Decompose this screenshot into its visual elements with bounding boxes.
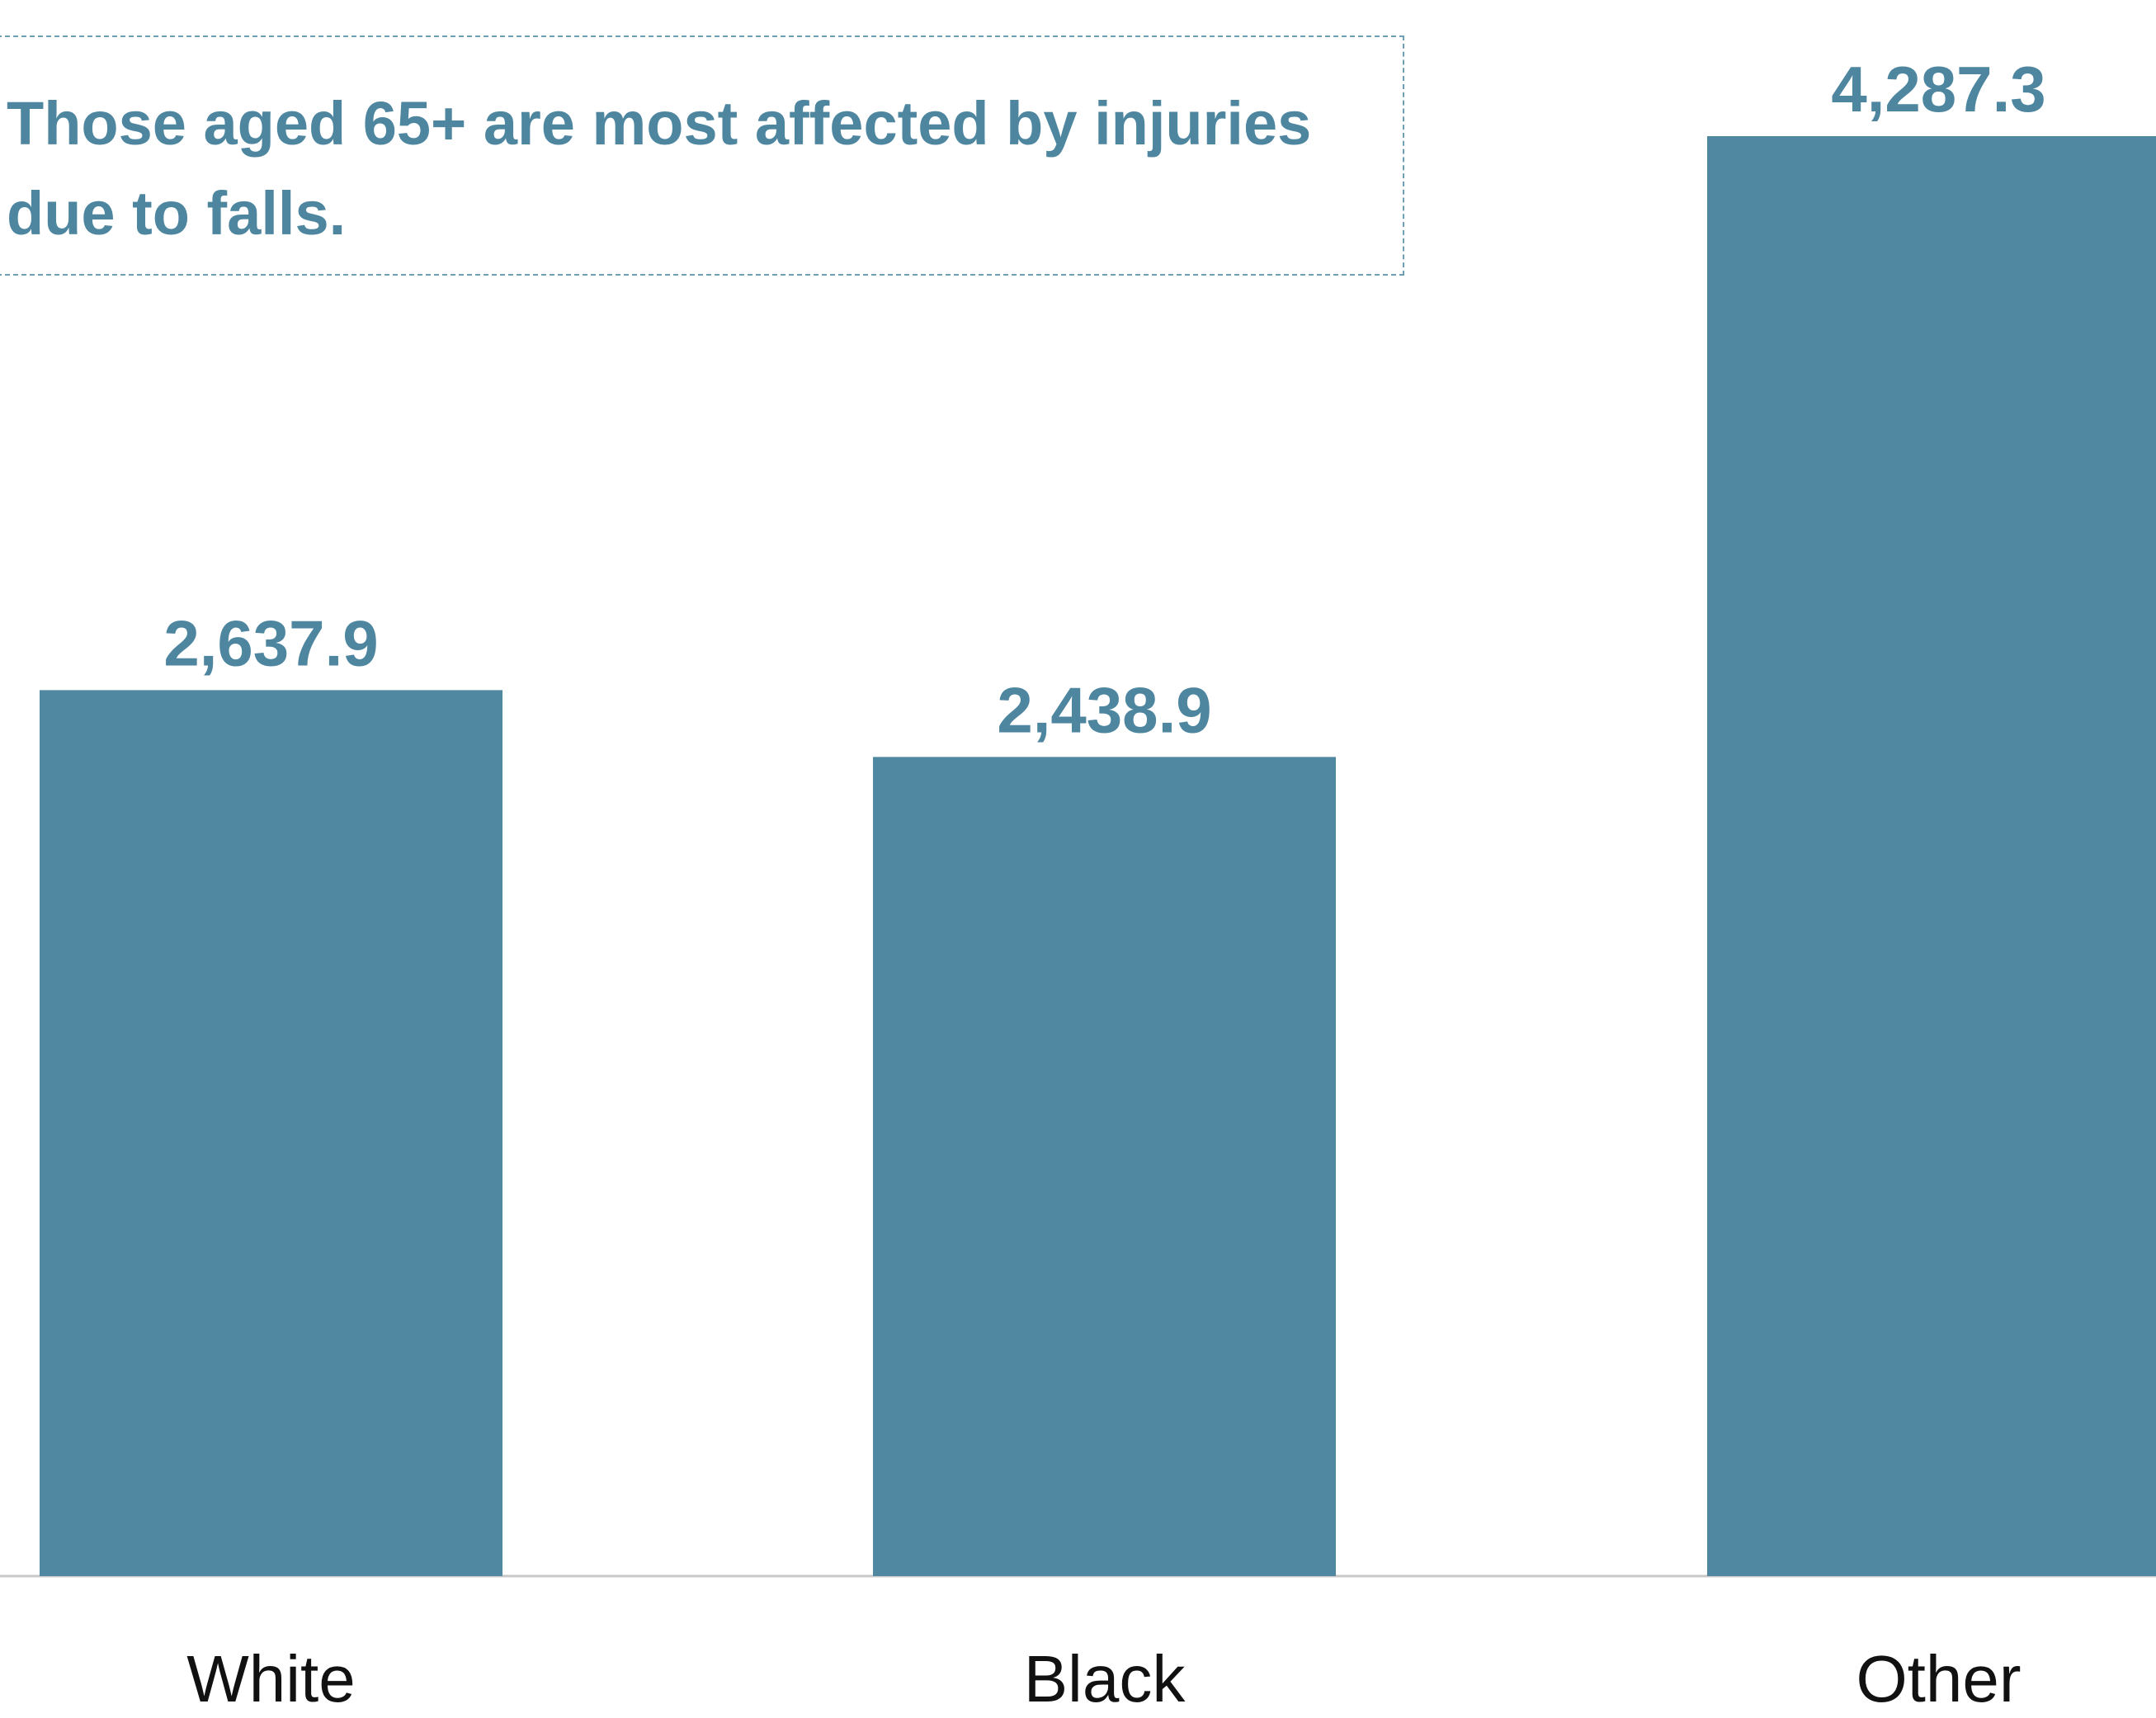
value-label-white: 2,637.9	[163, 606, 378, 679]
category-labels-layer: White Black Other	[186, 1642, 2021, 1716]
annotation-line-2: due to falls.	[7, 179, 347, 248]
annotation-line-1: Those aged 65+ are most affected by inju…	[7, 89, 1312, 158]
bar-other	[1707, 136, 2156, 1576]
category-label-white: White	[186, 1642, 356, 1716]
annotation-callout: Those aged 65+ are most affected by inju…	[0, 35, 1404, 276]
value-label-other: 4,287.3	[1831, 53, 2045, 125]
category-label-black: Black	[1024, 1642, 1187, 1716]
bar-white	[40, 690, 502, 1577]
bars-layer	[40, 136, 2156, 1577]
category-label-other: Other	[1856, 1642, 2021, 1716]
value-label-black: 2,438.9	[997, 673, 1211, 746]
value-labels-layer: 2,637.9 2,438.9 4,287.3	[163, 53, 2045, 746]
bar-black	[873, 757, 1336, 1576]
